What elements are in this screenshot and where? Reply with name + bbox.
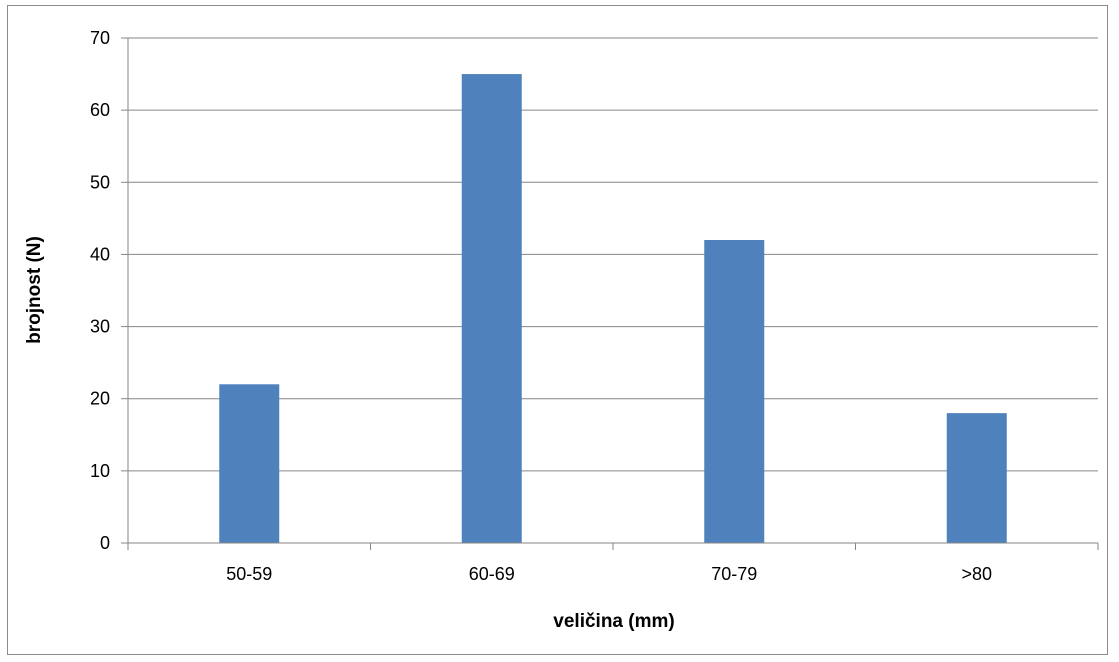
x-axis-title: veličina (mm) (553, 611, 674, 632)
y-tick-label: 50 (90, 172, 110, 192)
bars (219, 74, 1007, 544)
y-axis-title: brojnost (N) (24, 236, 45, 344)
axes (121, 37, 1099, 550)
bar (219, 384, 280, 543)
y-tick-label: 30 (90, 317, 110, 337)
x-tick-label: 70-79 (711, 564, 757, 584)
x-tick-label: >80 (961, 564, 992, 584)
bar (461, 74, 522, 544)
y-tick-label: 60 (90, 100, 110, 120)
x-tick-label: 60-69 (469, 564, 515, 584)
y-tick-label: 20 (90, 389, 110, 409)
gridlines (128, 37, 1098, 472)
x-tick-labels: 50-59 60-69 70-79 >80 (226, 564, 992, 584)
bar (704, 240, 765, 543)
y-tick-label: 0 (100, 533, 110, 553)
x-tick-label: 50-59 (226, 564, 272, 584)
y-tick-label: 10 (90, 461, 110, 481)
chart-frame (7, 5, 1108, 655)
bar (946, 413, 1007, 543)
y-tick-label: 40 (90, 244, 110, 264)
y-tick-labels: 0 10 20 30 40 50 60 70 (90, 28, 110, 553)
y-tick-label: 70 (90, 28, 110, 48)
